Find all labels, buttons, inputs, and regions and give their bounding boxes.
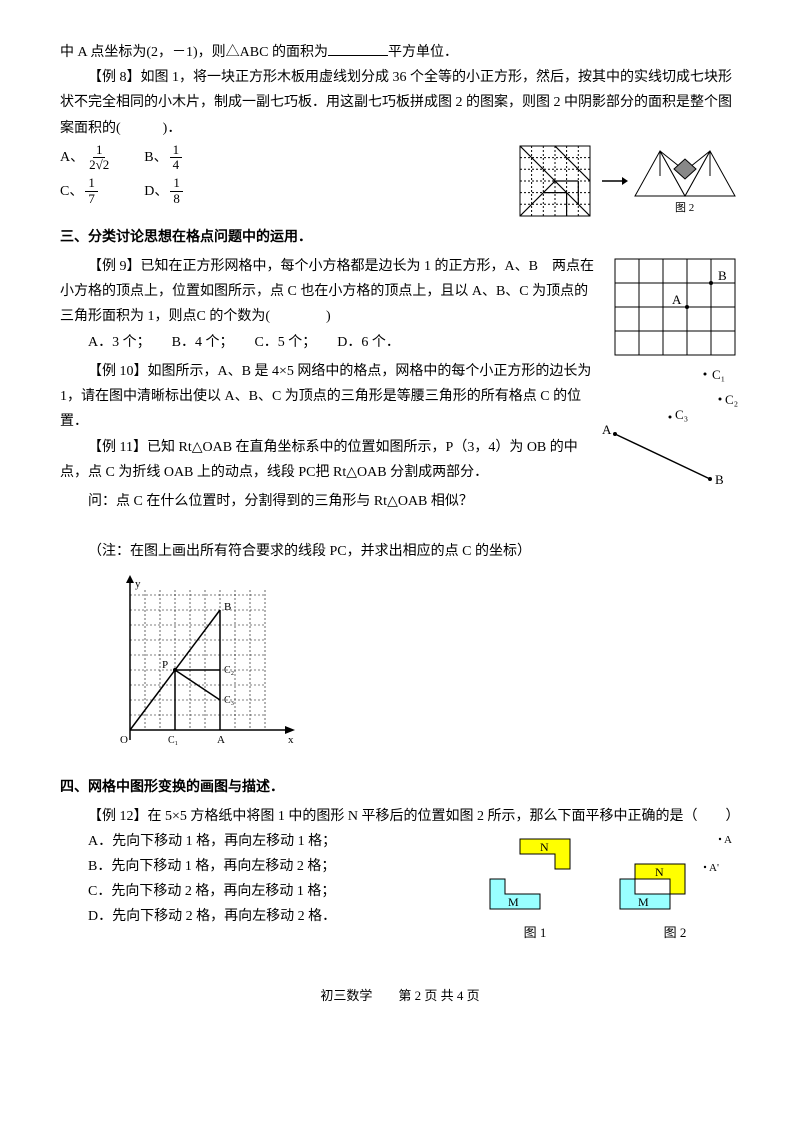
- ex12-fig1: N M: [480, 829, 590, 919]
- ex12-fig2-block: N M A A' 图 2: [610, 829, 740, 944]
- opt-label: A、: [60, 145, 84, 170]
- intro-text: 中 A 点坐标为(2，－1)，则△ABC 的面积为: [60, 45, 328, 60]
- ex11-note: （注：在图上画出所有符合要求的线段 PC，并求出相应的点 C 的坐标）: [60, 539, 740, 564]
- opt-label: C、: [60, 179, 83, 204]
- ex8-opt-c[interactable]: C、 17: [60, 176, 114, 206]
- ex11-question: 问：点 C 在什么位置时，分割得到的三角形与 Rt△OAB 相似？: [60, 489, 740, 514]
- section4-title: 四、网格中图形变换的画图与描述．: [60, 775, 740, 800]
- ex8-fig2: 图 2: [630, 141, 740, 221]
- label-a: A: [217, 734, 225, 746]
- ex8-opt-b[interactable]: B、 14: [144, 143, 185, 173]
- ex8-options-row: A、 12√2 C、 17 B、 14 D、 18: [60, 141, 740, 221]
- fraction: 18: [170, 176, 183, 206]
- ex9-text: 【例 9】已知在正方形网格中，每个小方格都是边长为 1 的正方形，A、B 两点在…: [60, 254, 602, 330]
- ex8-opt-d[interactable]: D、 18: [144, 176, 185, 206]
- label-a: A: [672, 292, 682, 307]
- ex12-opt-b[interactable]: B．先向下移动 1 格，再向左移动 2 格；: [88, 854, 480, 879]
- fig-label: 图 2: [675, 201, 694, 214]
- label-b: B: [224, 601, 231, 613]
- ex8-col1: A、 12√2 C、 17: [60, 141, 114, 208]
- opt-label: D、: [144, 179, 168, 204]
- label-n: N: [655, 865, 664, 879]
- label-c2: C₂: [224, 665, 234, 676]
- ex10-11-block: 【例 10】如图所示，A、B 是 4×5 网络中的格点，网格中的每个小正方形的边…: [60, 359, 740, 489]
- label-c3: C₃: [675, 407, 688, 422]
- ex12-opt-d[interactable]: D．先向下移动 2 格，再向左移动 2 格．: [88, 904, 480, 929]
- intro-line: 中 A 点坐标为(2，－1)，则△ABC 的面积为 平方单位．: [60, 40, 740, 65]
- blank-fill[interactable]: [328, 41, 388, 56]
- ex11-text: 【例 11】已知 Rt△OAB 在直角坐标系中的位置如图所示，P（3，4）为 O…: [60, 435, 592, 485]
- label-a: A: [724, 834, 732, 846]
- ex8-col2: B、 14 D、 18: [144, 141, 185, 208]
- fraction: 17: [85, 176, 98, 206]
- label-c1: C₁: [168, 735, 178, 746]
- ex8-opt-a[interactable]: A、 12√2: [60, 143, 114, 173]
- label-n: N: [540, 840, 549, 854]
- label-x: x: [288, 734, 294, 746]
- ex9-grid: A B: [610, 254, 740, 359]
- section3-title: 三、分类讨论思想在格点问题中的运用．: [60, 225, 740, 250]
- label-b: B: [718, 268, 727, 283]
- label-c1: C₁: [712, 367, 725, 382]
- ex8-figures: 图 1 图 2: [510, 141, 740, 221]
- label-aprime: A': [709, 862, 719, 874]
- page-footer: 初三数学 第 2 页 共 4 页: [60, 984, 740, 1007]
- label-c3: C₃: [224, 695, 234, 706]
- ex10-figure: C₁ C₂ C₃ A B: [600, 359, 740, 489]
- label-o: O: [120, 734, 128, 746]
- label-c2: C₂: [725, 392, 738, 407]
- ex12-opt-c[interactable]: C．先向下移动 2 格，再向左移动 1 格；: [88, 879, 480, 904]
- ex10-text: 【例 10】如图所示，A、B 是 4×5 网络中的格点，网格中的每个小正方形的边…: [60, 359, 592, 435]
- fig1-label: 图 1: [480, 921, 590, 944]
- label-y: y: [135, 578, 141, 590]
- label-m: M: [638, 895, 649, 909]
- label-a: A: [602, 422, 612, 437]
- ex11-graph: O y x B P A C₁ C₂ C₃: [100, 575, 300, 765]
- intro-tail: 平方单位．: [388, 45, 458, 60]
- fraction: 14: [170, 143, 183, 173]
- opt-label: B、: [144, 145, 167, 170]
- ex9-block: 【例 9】已知在正方形网格中，每个小方格都是边长为 1 的正方形，A、B 两点在…: [60, 254, 740, 359]
- ex8-text: 【例 8】如图 1，将一块正方形木板用虚线划分成 36 个全等的小正方形，然后，…: [60, 65, 740, 141]
- label-p: P: [162, 659, 168, 671]
- ex8-fig1: 图 1: [510, 141, 600, 221]
- arrow-icon: [600, 171, 630, 191]
- ex12-fig1-block: N M 图 1: [480, 829, 590, 944]
- label-m: M: [508, 895, 519, 909]
- ex12-opt-a[interactable]: A．先向下移动 1 格，再向左移动 1 格；: [88, 829, 480, 854]
- ex9-options[interactable]: A．3 个； B．4 个； C．5 个； D．6 个．: [60, 330, 602, 355]
- label-b: B: [715, 472, 724, 487]
- ex12-row: A．先向下移动 1 格，再向左移动 1 格； B．先向下移动 1 格，再向左移动…: [60, 829, 740, 944]
- ex12-fig2: N M A A': [610, 829, 740, 919]
- fraction: 12√2: [86, 143, 112, 173]
- fig2-label: 图 2: [610, 921, 740, 944]
- ex12-text: 【例 12】在 5×5 方格纸中将图 1 中的图形 N 平移后的位置如图 2 所…: [60, 804, 740, 829]
